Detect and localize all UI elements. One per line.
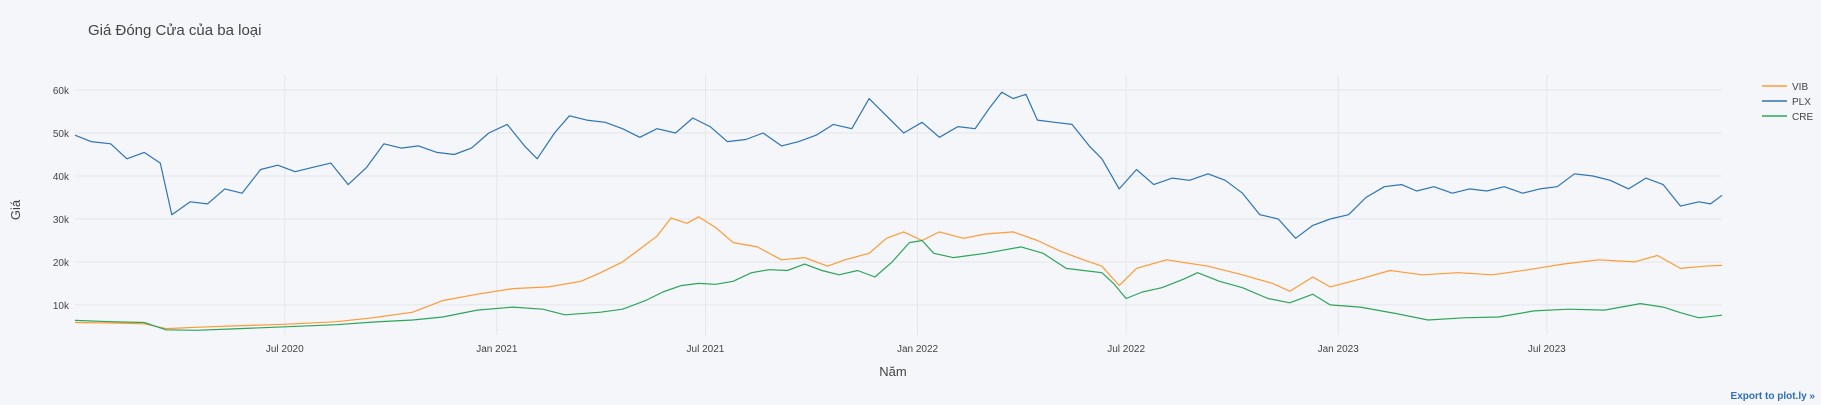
x-tick-label: Jul 2021 (687, 344, 725, 355)
y-axis-ticks: 10k 20k 30k 40k 50k 60k (53, 86, 70, 312)
x-tick-label: Jan 2021 (476, 344, 518, 355)
chart-title: Giá Đóng Cửa của ba loại (88, 22, 261, 39)
x-axis-title: Năm (879, 364, 906, 379)
y-tick-label: 50k (53, 129, 70, 140)
legend-label-cre: CRE (1792, 112, 1813, 123)
legend-label-plx: PLX (1792, 97, 1811, 108)
x-tick-label: Jan 2023 (1318, 344, 1360, 355)
y-tick-label: 40k (53, 172, 70, 183)
y-tick-label: 10k (53, 301, 70, 312)
x-tick-label: Jul 2023 (1528, 344, 1566, 355)
series-line-plx (74, 91, 1723, 239)
grid (75, 75, 1722, 335)
legend: VIB PLX CRE (1762, 82, 1813, 123)
y-tick-label: 30k (53, 215, 70, 226)
x-tick-label: Jul 2020 (266, 344, 304, 355)
series-line-cre (74, 239, 1723, 331)
y-tick-label: 60k (53, 86, 70, 97)
x-tick-label: Jan 2022 (897, 344, 939, 355)
x-axis-ticks: Jul 2020 Jan 2021 Jul 2021 Jan 2022 Jul 2022… (266, 344, 1566, 355)
legend-label-vib: VIB (1792, 82, 1808, 93)
y-tick-label: 20k (53, 258, 70, 269)
y-axis-title: Giá (8, 199, 23, 220)
series-layer (74, 91, 1723, 331)
export-to-plotly-link[interactable]: Export to plot.ly » (1730, 391, 1815, 402)
x-tick-label: Jul 2022 (1107, 344, 1145, 355)
series-line-vib (74, 216, 1723, 330)
